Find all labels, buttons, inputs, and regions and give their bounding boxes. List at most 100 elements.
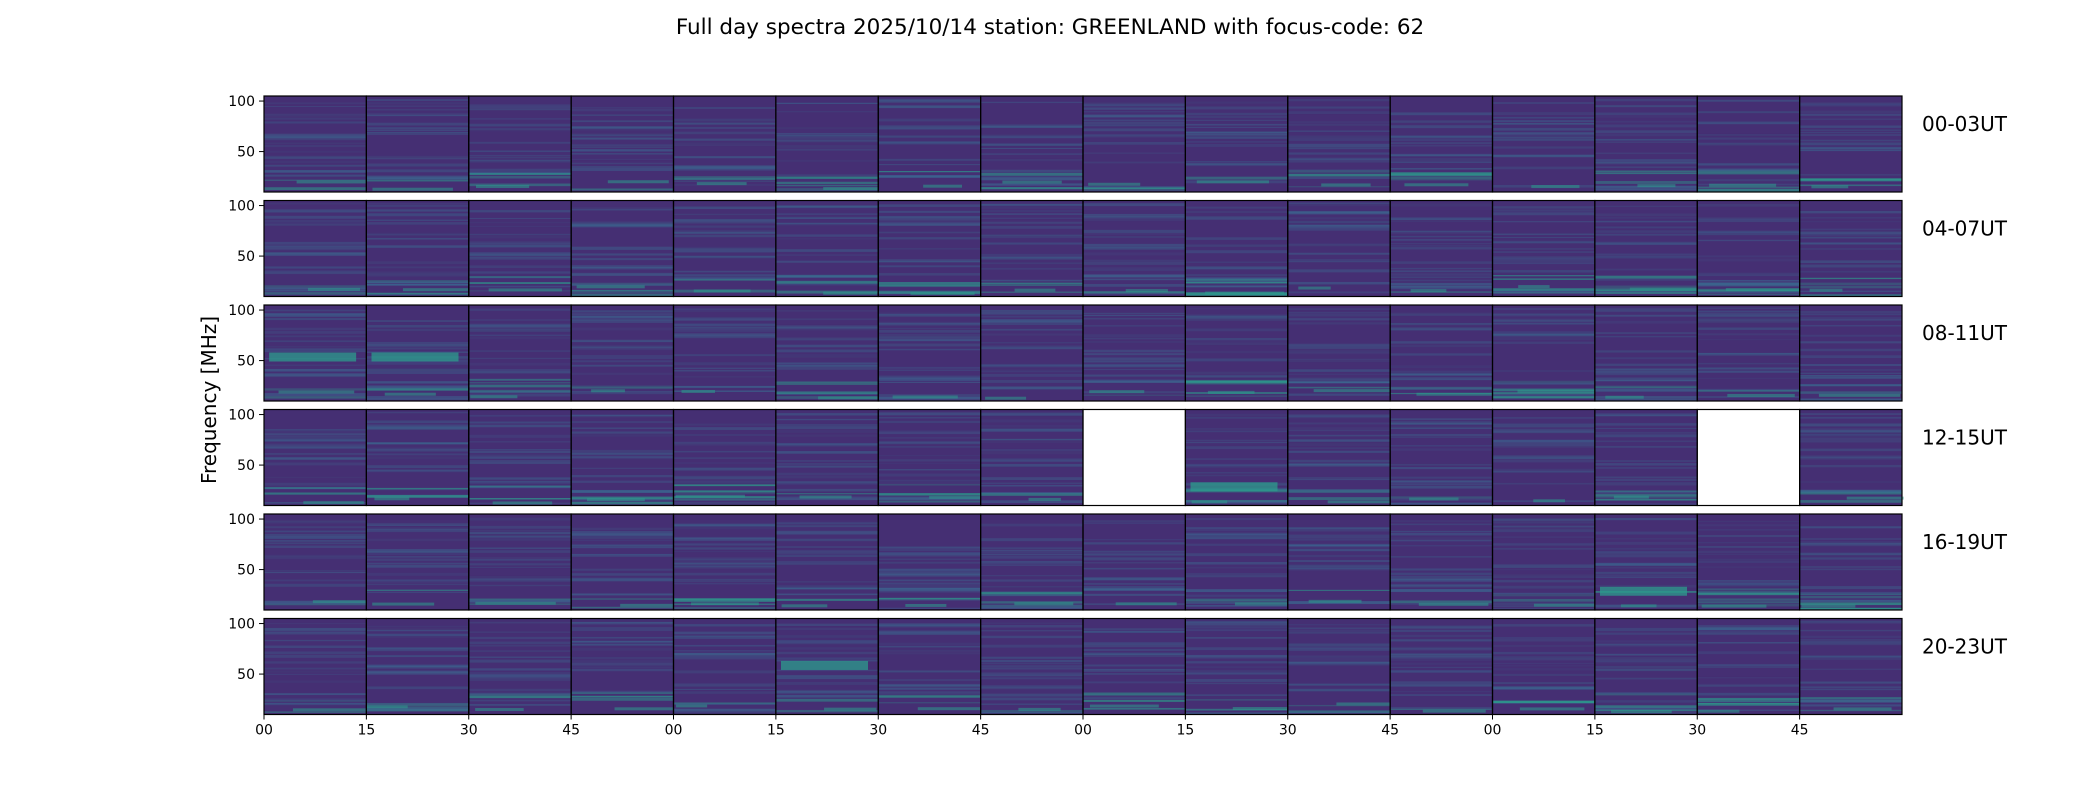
spectral-line <box>1701 604 1767 608</box>
spectrum-tile <box>1287 514 1391 610</box>
spectral-line <box>1185 532 1288 536</box>
spectral-line <box>607 180 669 184</box>
spectral-line <box>1492 687 1595 690</box>
spectral-line <box>571 649 674 651</box>
spectral-line <box>1799 554 1902 556</box>
spectral-line <box>571 568 674 571</box>
spectral-line <box>878 327 981 330</box>
spectral-line <box>366 655 469 658</box>
spectral-line <box>1185 600 1288 603</box>
spectral-line <box>1287 429 1391 432</box>
spectral-line <box>673 572 776 576</box>
spectral-line <box>775 213 879 216</box>
spectral-line <box>1185 620 1288 623</box>
spectral-line <box>1697 143 1800 146</box>
spectral-line <box>1404 183 1469 187</box>
spectral-line <box>1697 685 1800 687</box>
spectral-line <box>1185 267 1288 271</box>
spectral-line <box>468 275 572 278</box>
spectral-line <box>264 632 367 635</box>
spectral-line <box>1390 532 1493 536</box>
spectral-line <box>878 649 981 652</box>
spectral-line <box>1185 315 1288 319</box>
spectral-line <box>1390 372 1493 375</box>
spectral-line <box>775 532 879 535</box>
spectral-line <box>571 386 674 389</box>
spectral-line <box>366 470 469 473</box>
spectral-line <box>1083 111 1186 113</box>
spectral-line <box>1799 174 1902 176</box>
spectral-line <box>1083 123 1186 127</box>
spectral-line <box>1287 313 1391 317</box>
spectral-line <box>980 555 1083 559</box>
spectral-line <box>1799 148 1902 151</box>
spectral-line <box>1492 636 1595 640</box>
spectral-line <box>1185 115 1288 119</box>
spectral-line <box>878 312 981 316</box>
spectral-line <box>468 631 572 634</box>
spectral-line <box>1002 180 1062 184</box>
spectral-line <box>571 544 674 547</box>
chart-title: Full day spectra 2025/10/14 station: GRE… <box>676 15 1424 40</box>
spectral-line <box>1287 143 1391 146</box>
spectral-line <box>1390 322 1493 326</box>
spectral-line <box>1185 670 1288 673</box>
spectral-line <box>1083 107 1186 109</box>
spectral-line <box>571 539 674 541</box>
spectral-line <box>980 183 1083 186</box>
spectral-line <box>1594 668 1698 672</box>
spectral-line <box>1594 241 1698 244</box>
spectral-line <box>673 538 776 541</box>
spectral-line <box>1089 390 1145 394</box>
spectral-line <box>1287 683 1391 685</box>
spectrum-tile <box>1185 618 1288 715</box>
spectral-line <box>1492 102 1595 104</box>
spectral-line <box>1492 139 1595 141</box>
spectral-line <box>571 449 674 453</box>
spectral-line <box>1287 161 1391 163</box>
spectral-line <box>1287 152 1391 154</box>
spectral-line <box>775 481 879 484</box>
spectral-line <box>673 607 776 609</box>
spectral-line <box>1083 558 1186 561</box>
spectral-line <box>1492 380 1595 383</box>
spectral-line <box>571 146 674 148</box>
spectral-line <box>571 637 674 640</box>
spectral-line <box>366 706 469 709</box>
spectral-line <box>264 252 367 256</box>
spectral-line <box>775 581 879 583</box>
spectral-line <box>384 392 436 396</box>
spectral-line <box>1594 386 1698 388</box>
spectral-line <box>264 603 367 606</box>
spectral-line <box>775 587 879 590</box>
spectral-line <box>1083 274 1186 278</box>
spectral-line <box>673 248 776 252</box>
spectral-line <box>571 291 674 294</box>
spectral-line <box>571 224 674 228</box>
spectral-line <box>1185 161 1288 163</box>
spectral-line <box>366 347 469 350</box>
spectral-line <box>1594 152 1698 155</box>
spectral-line <box>1390 285 1493 289</box>
spectral-line <box>1799 290 1902 292</box>
spectral-line <box>1799 125 1902 128</box>
spectral-line <box>878 259 981 262</box>
spectrum-tile <box>775 200 879 297</box>
spectral-line <box>1799 433 1902 436</box>
spectral-line <box>1594 396 1698 399</box>
spectral-line <box>571 289 674 292</box>
spectral-line <box>1492 154 1595 158</box>
spectral-line <box>1594 653 1698 656</box>
spectral-line <box>1287 347 1391 350</box>
spectral-line <box>1185 339 1288 342</box>
spectral-line <box>878 642 981 646</box>
spectral-line <box>1492 425 1595 428</box>
spectral-line <box>1799 430 1902 433</box>
spectral-line <box>980 662 1083 665</box>
spectral-line <box>1799 285 1902 289</box>
spectral-line <box>1390 658 1493 662</box>
spectral-line <box>1799 134 1902 136</box>
spectral-line <box>673 270 776 273</box>
spectral-line <box>1613 495 1649 499</box>
spectral-line <box>775 669 879 672</box>
